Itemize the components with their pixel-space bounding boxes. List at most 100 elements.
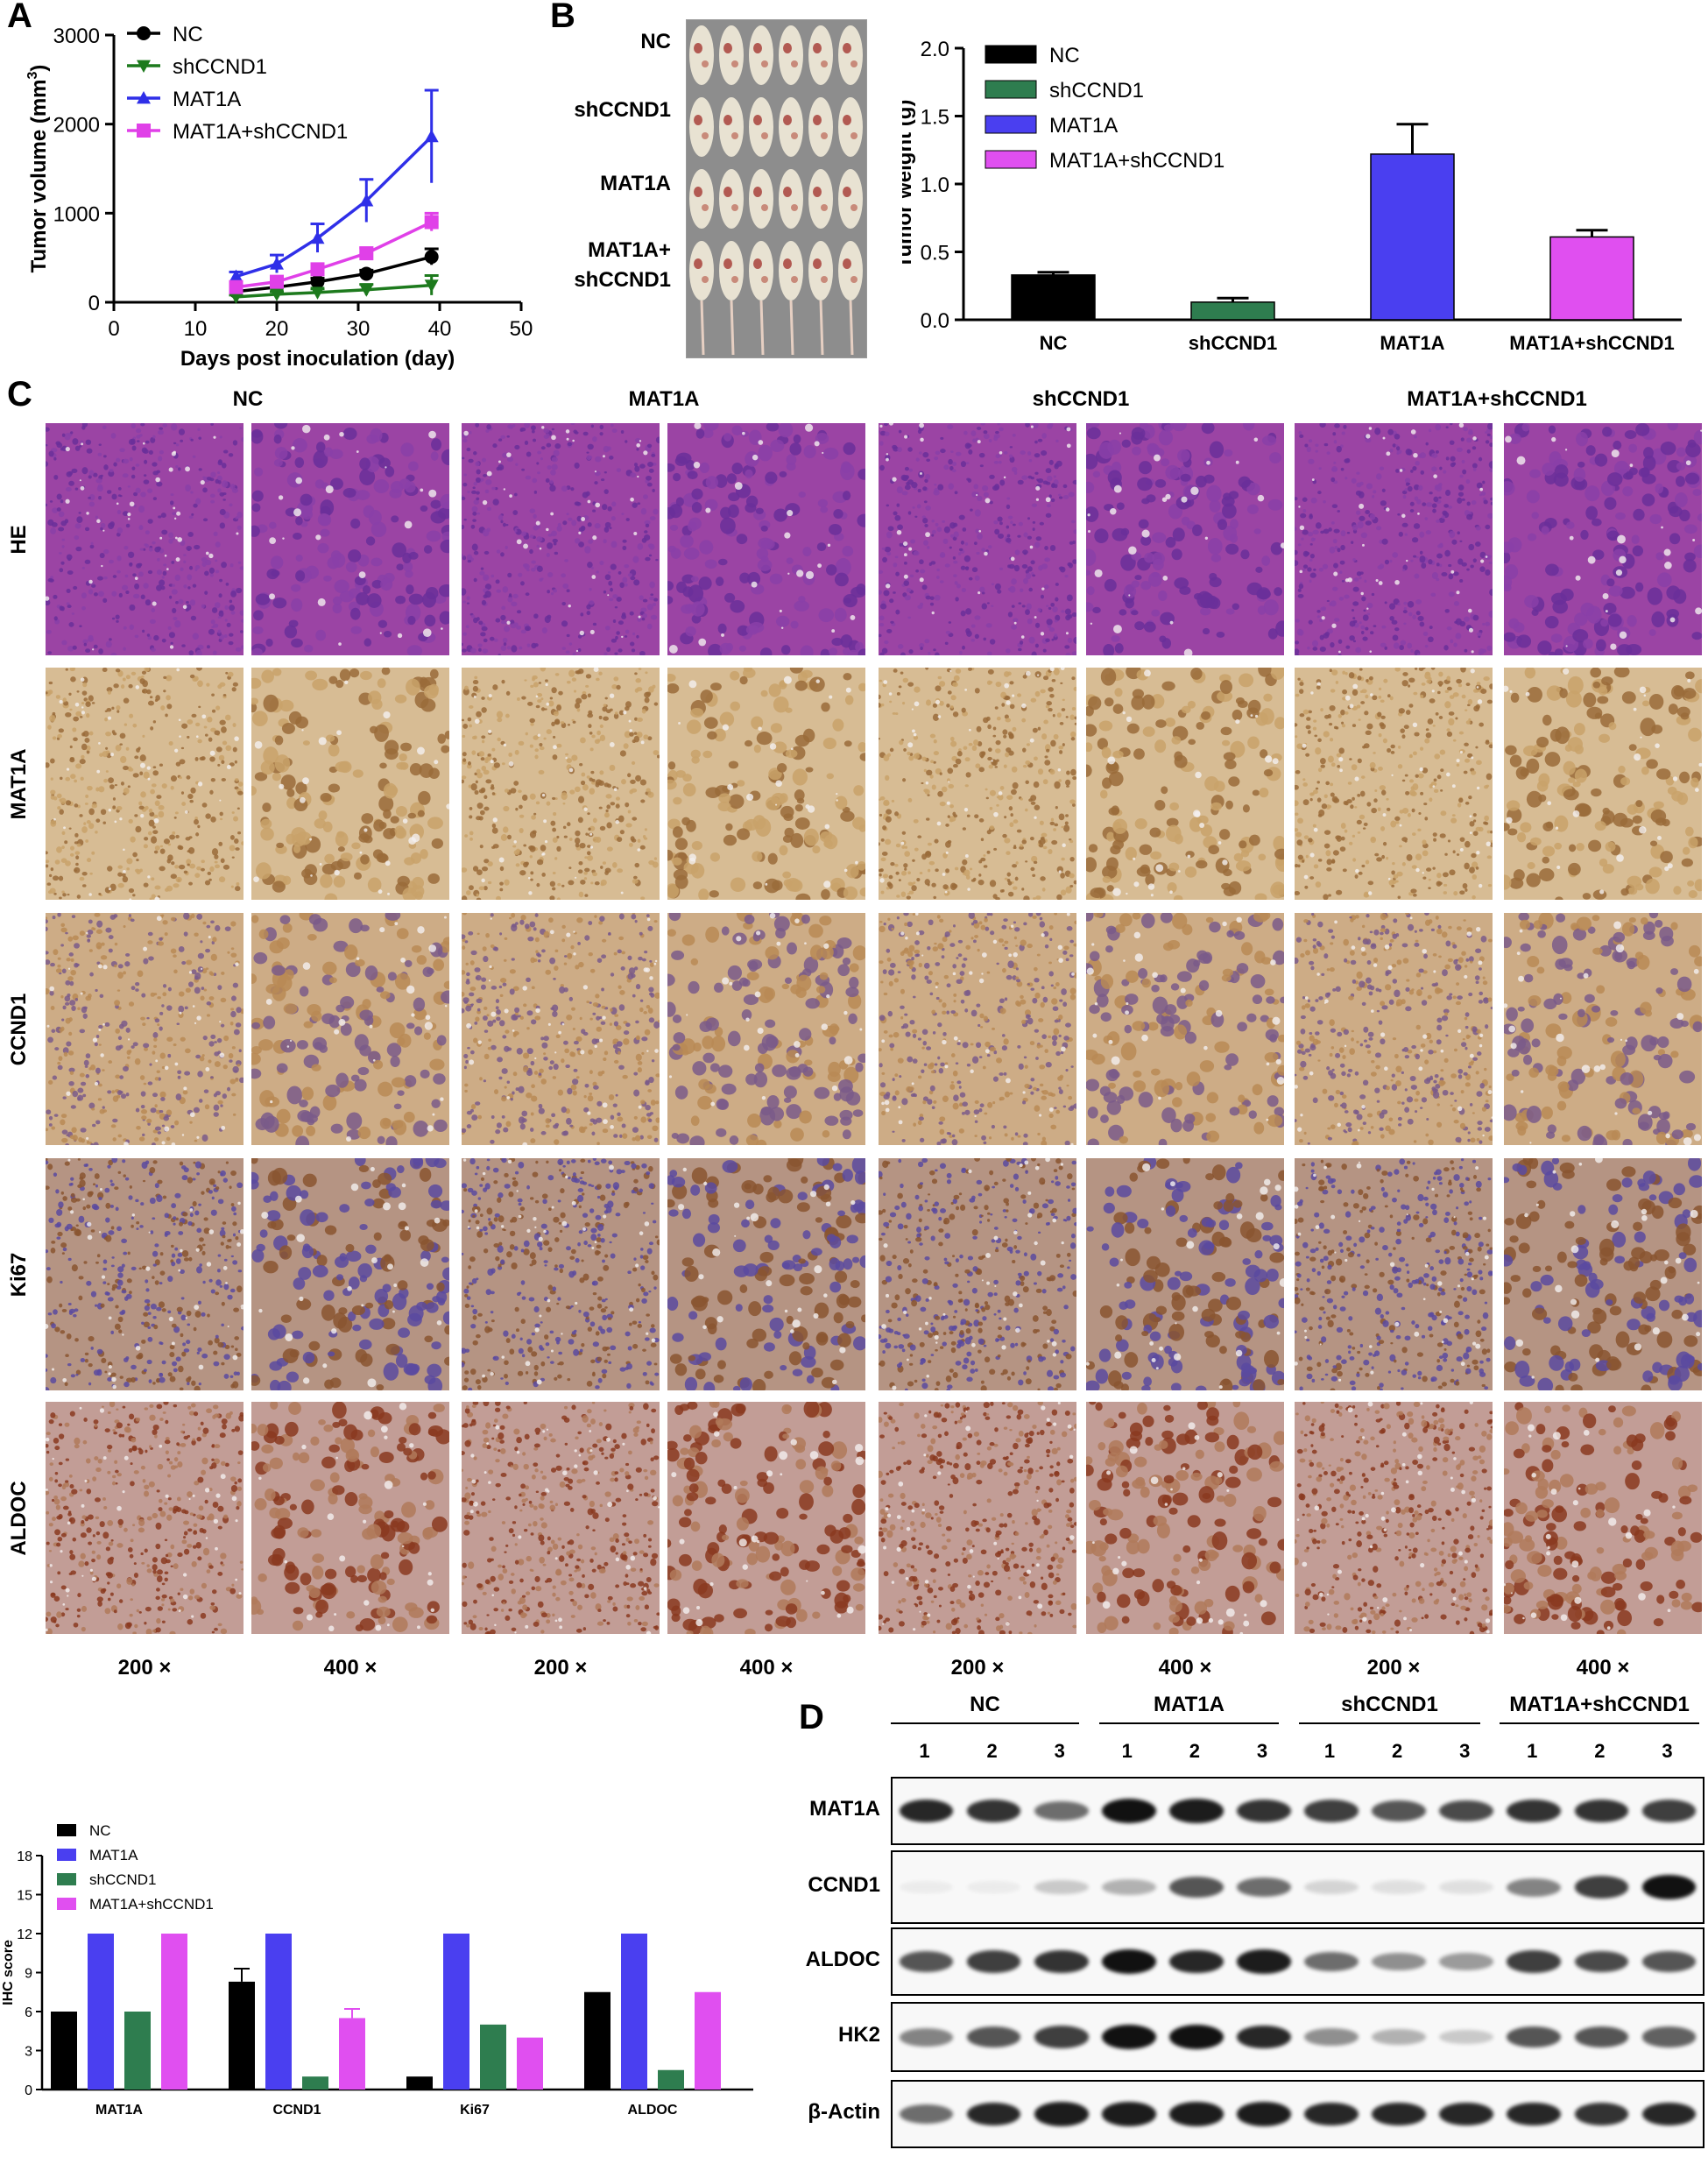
cell-nucleus (922, 486, 928, 492)
cell-nucleus (440, 539, 449, 554)
histology-row-label: HE (7, 524, 31, 555)
tissue-gap (1154, 454, 1161, 462)
tissue-gap (254, 740, 263, 749)
cell-nucleus (462, 775, 467, 780)
cell-nucleus (1295, 560, 1299, 567)
cell-nucleus (1181, 516, 1190, 526)
cell-nucleus (987, 545, 992, 548)
cell-nucleus (102, 425, 107, 429)
cell-nucleus (46, 461, 49, 467)
cell-nucleus (1169, 802, 1180, 811)
cell-nucleus (1119, 609, 1127, 616)
cell-nucleus (1318, 467, 1322, 470)
mouse (719, 97, 744, 157)
cell-nucleus (1453, 642, 1457, 647)
cell-nucleus (521, 468, 526, 471)
mouse-tumor (723, 43, 732, 53)
tissue-gap (417, 746, 425, 755)
cell-nucleus (76, 843, 81, 847)
cell-nucleus (144, 459, 148, 464)
cell-nucleus (1352, 640, 1357, 643)
tissue-gap (213, 435, 216, 439)
cell-nucleus (187, 793, 194, 799)
cell-nucleus (1004, 671, 1010, 677)
cell-nucleus (195, 649, 202, 655)
cell-nucleus (1447, 839, 1451, 843)
cell-nucleus (178, 428, 186, 435)
cell-nucleus (1352, 601, 1359, 606)
cell-nucleus (625, 518, 630, 521)
cell-nucleus (95, 831, 98, 834)
cell-nucleus (625, 823, 632, 828)
cell-nucleus (74, 445, 81, 451)
tissue-gap (59, 699, 63, 704)
tissue-gap (1406, 559, 1408, 562)
tissue-gap (127, 517, 131, 520)
cell-nucleus (1443, 504, 1449, 508)
cell-nucleus (1104, 578, 1117, 592)
cell-nucleus (260, 760, 275, 775)
cell-nucleus (1051, 484, 1056, 489)
cell-nucleus (127, 485, 131, 488)
tissue-gap (503, 743, 507, 746)
cell-nucleus (476, 772, 483, 779)
cell-nucleus (156, 584, 162, 591)
cell-nucleus (1375, 473, 1382, 480)
cell-nucleus (567, 724, 571, 726)
cell-nucleus (74, 523, 81, 529)
cell-nucleus (233, 816, 238, 822)
cell-nucleus (1032, 527, 1035, 531)
cell-nucleus (926, 817, 930, 821)
cell-nucleus (1419, 555, 1426, 563)
cell-nucleus (531, 815, 536, 820)
cell-nucleus (1247, 699, 1261, 714)
cell-nucleus (1504, 564, 1519, 580)
cell-nucleus (568, 669, 575, 677)
cell-nucleus (880, 838, 885, 842)
cell-nucleus (61, 545, 65, 548)
cell-nucleus (1137, 477, 1153, 492)
cell-nucleus (251, 711, 268, 727)
cell-nucleus (1360, 701, 1366, 704)
cell-nucleus (1355, 510, 1361, 515)
cell-nucleus (1309, 558, 1313, 562)
cell-nucleus (1411, 537, 1419, 543)
cell-nucleus (1436, 774, 1442, 780)
tissue-gap (694, 423, 702, 429)
cell-nucleus (1295, 619, 1300, 623)
cell-nucleus (1064, 608, 1071, 615)
cell-nucleus (496, 711, 504, 718)
cell-nucleus (931, 534, 935, 537)
cell-nucleus (349, 607, 361, 620)
tissue-gap (129, 898, 132, 900)
cell-nucleus (646, 604, 653, 611)
cell-nucleus (395, 806, 407, 817)
cell-nucleus (100, 522, 106, 528)
tissue-gap (143, 442, 145, 445)
cell-nucleus (1069, 839, 1074, 844)
cell-nucleus (1092, 606, 1101, 614)
cell-nucleus (1424, 644, 1429, 648)
cell-nucleus (1448, 563, 1452, 568)
cell-nucleus (935, 522, 939, 527)
cell-nucleus (547, 465, 552, 470)
cell-nucleus (1230, 519, 1239, 529)
cell-nucleus (1444, 489, 1451, 497)
cell-nucleus (594, 481, 598, 485)
cell-nucleus (1676, 462, 1686, 471)
cell-nucleus (584, 867, 590, 873)
cell-nucleus (1106, 831, 1115, 842)
cell-nucleus (1004, 838, 1011, 844)
tissue-gap (787, 572, 790, 575)
tissue-gap (946, 801, 950, 805)
cell-nucleus (1208, 845, 1219, 855)
cell-nucleus (117, 865, 124, 869)
cell-nucleus (173, 883, 180, 888)
cell-nucleus (1330, 600, 1337, 607)
cell-nucleus (575, 837, 581, 845)
cell-nucleus (1413, 484, 1420, 491)
cell-nucleus (1444, 852, 1448, 856)
cell-nucleus (67, 470, 74, 476)
cell-nucleus (552, 887, 556, 891)
cell-nucleus (1086, 423, 1093, 429)
